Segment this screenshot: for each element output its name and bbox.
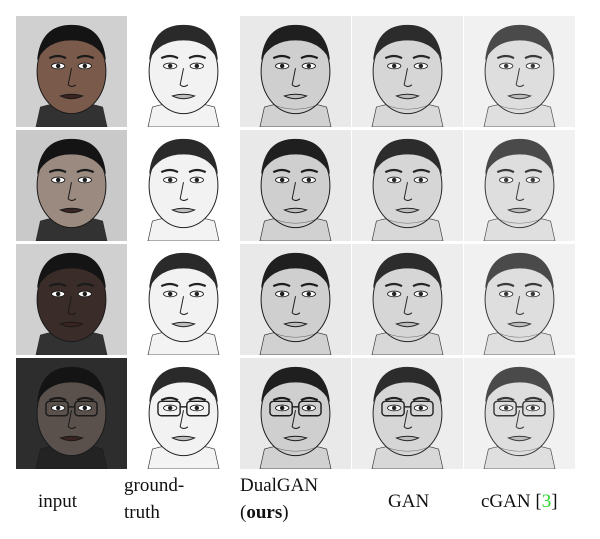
face-image-input-row-2 <box>16 130 127 241</box>
face-sketch <box>352 130 463 241</box>
face-sketch <box>352 16 463 127</box>
face-image-dualgan-row-3 <box>240 244 351 355</box>
citation-link[interactable]: 3 <box>541 491 552 512</box>
face-sketch <box>128 130 239 241</box>
face-image-dualgan-row-4 <box>240 358 351 469</box>
face-image-ground-truth-row-4 <box>128 358 239 469</box>
face-sketch <box>240 16 351 127</box>
face-sketch <box>464 130 575 241</box>
face-image-cgan-row-4 <box>464 358 575 469</box>
face-image-gan-row-1 <box>352 16 463 127</box>
face-sketch <box>16 244 127 355</box>
face-sketch <box>16 130 127 241</box>
face-image-ground-truth-row-2 <box>128 130 239 241</box>
face-image-input-row-1 <box>16 16 127 127</box>
face-sketch <box>240 130 351 241</box>
face-image-cgan-row-1 <box>464 16 575 127</box>
face-sketch <box>128 16 239 127</box>
face-image-ground-truth-row-1 <box>128 16 239 127</box>
column-labels: input ground- truth DualGAN (ours) GAN c… <box>16 472 576 534</box>
face-image-gan-row-4 <box>352 358 463 469</box>
face-sketch <box>240 358 351 469</box>
face-image-input-row-4 <box>16 358 127 469</box>
face-image-gan-row-2 <box>352 130 463 241</box>
face-image-cgan-row-3 <box>464 244 575 355</box>
figure-grid <box>16 16 576 469</box>
ours-bold-text: ours <box>246 502 283 523</box>
label-gan: GAN <box>388 491 430 512</box>
face-image-cgan-row-2 <box>464 130 575 241</box>
face-sketch <box>16 358 127 469</box>
label-cgan: cGAN [3] <box>481 491 558 512</box>
face-sketch <box>352 244 463 355</box>
label-dualgan: DualGAN (ours) <box>240 475 319 523</box>
label-ground-truth: ground- truth <box>124 475 185 523</box>
face-sketch <box>16 16 127 127</box>
face-sketch <box>464 16 575 127</box>
face-image-ground-truth-row-3 <box>128 244 239 355</box>
face-image-dualgan-row-2 <box>240 130 351 241</box>
face-image-dualgan-row-1 <box>240 16 351 127</box>
face-sketch <box>352 358 463 469</box>
face-sketch <box>128 358 239 469</box>
face-image-input-row-3 <box>16 244 127 355</box>
face-sketch <box>128 244 239 355</box>
face-sketch <box>464 358 575 469</box>
face-sketch <box>464 244 575 355</box>
face-sketch <box>240 244 351 355</box>
label-input: input <box>38 491 78 512</box>
face-image-gan-row-3 <box>352 244 463 355</box>
